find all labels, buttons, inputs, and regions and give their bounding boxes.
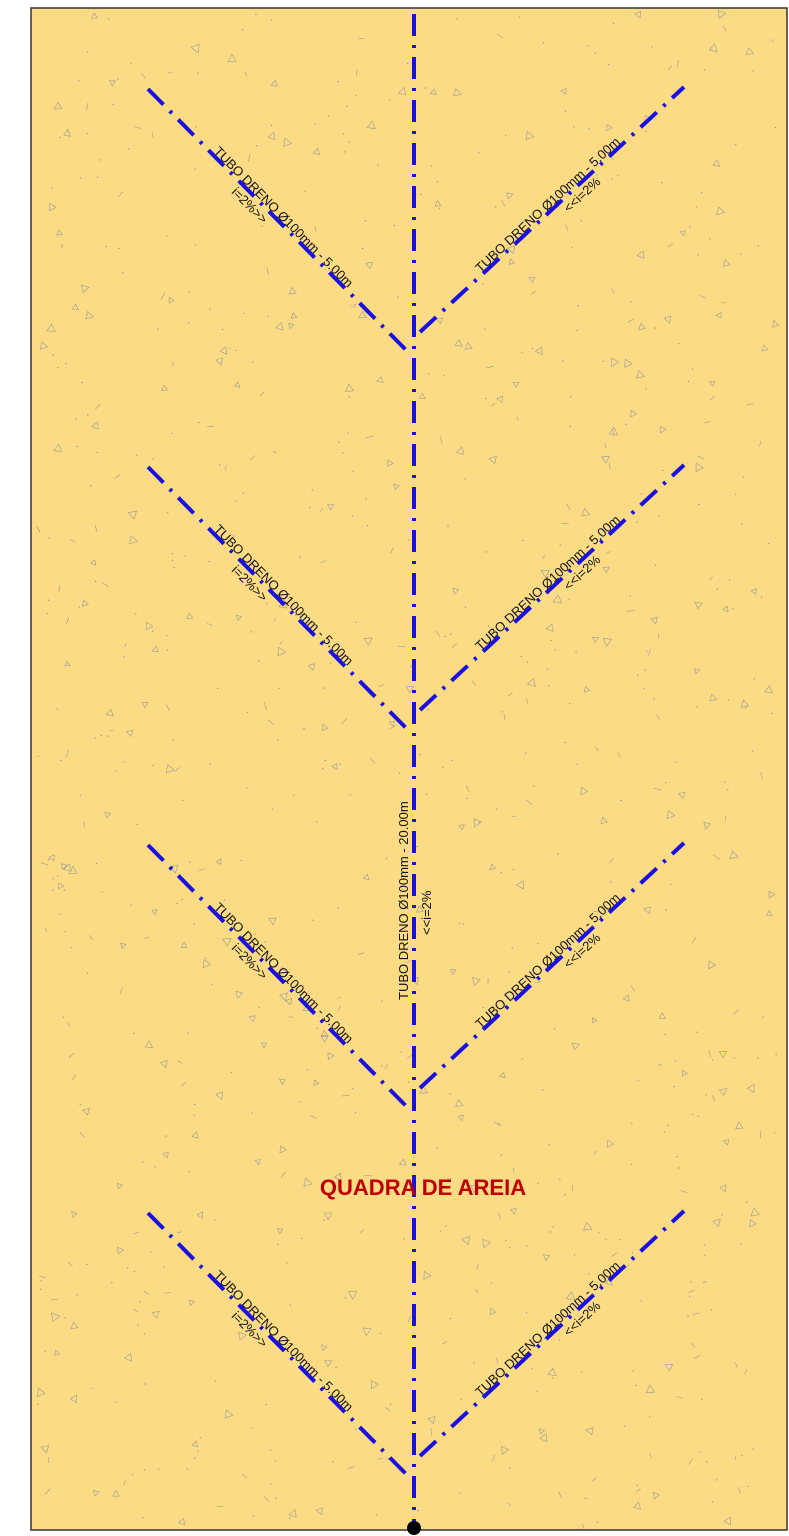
branch-pipe-2-right (418, 463, 686, 712)
sand-court-area (30, 7, 788, 1531)
branch-pipe-3-left (146, 843, 412, 1112)
branch-pipe-4-left (146, 1211, 412, 1480)
branch-pipe-4-right (418, 1209, 686, 1458)
branch-pipe-1-right (418, 85, 686, 334)
area-title: QUADRA DE AREIA (320, 1175, 526, 1200)
branch-pipe-3-right (418, 841, 686, 1090)
branch-pipe-2-left (146, 465, 412, 734)
main-pipe-slope-label: <<i=2% (419, 890, 434, 935)
outlet-point (407, 1521, 421, 1535)
sand-texture (36, 10, 780, 1530)
main-pipe-label: TUBO DRENO Ø100mm - 20.00m (396, 801, 411, 1000)
branch-pipe-1-left (146, 87, 412, 356)
